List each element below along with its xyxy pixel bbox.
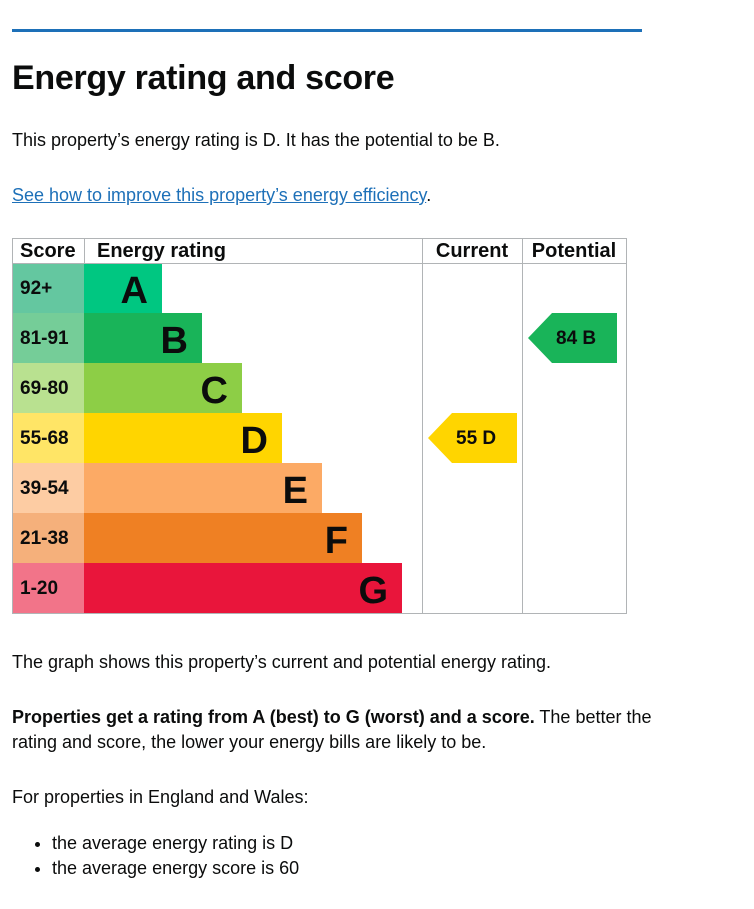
rating-letter-e: E — [283, 470, 308, 512]
score-label-b: 81-91 — [20, 328, 69, 349]
score-cell-a — [12, 263, 84, 313]
rating-bar-e — [84, 463, 322, 513]
rating-bar-c — [84, 363, 242, 413]
averages-list: the average energy rating is D the avera… — [12, 831, 299, 881]
improve-efficiency-link[interactable]: See how to improve this property’s energ… — [12, 185, 427, 205]
score-cell-c — [12, 363, 84, 413]
rating-explanation-bold: Properties get a rating from A (best) to… — [12, 707, 535, 727]
energy-rating-chart: Score Energy rating Current Potential 92+ A 81… — [12, 238, 627, 614]
score-cell-f — [12, 513, 84, 563]
potential-rating-arrow — [528, 313, 617, 363]
score-cell-g — [12, 563, 84, 613]
rating-bar-a — [84, 263, 162, 313]
score-cell-d — [12, 413, 84, 463]
rating-bar-f — [84, 513, 362, 563]
region-intro: For properties in England and Wales: — [12, 787, 309, 807]
rating-bar-b — [84, 313, 202, 363]
rating-letter-f: F — [325, 520, 348, 562]
score-label-e: 39-54 — [20, 478, 69, 499]
score-label-c: 69-80 — [20, 378, 69, 399]
page-title: Energy rating and score — [12, 59, 395, 97]
intro-text: This property’s energy rating is D. It h… — [12, 130, 500, 150]
graph-caption: The graph shows this property’s current … — [12, 652, 551, 672]
header-score: Score — [20, 240, 76, 262]
rating-bar-d — [84, 413, 282, 463]
score-label-g: 1-20 — [20, 578, 58, 599]
link-suffix: . — [426, 185, 432, 205]
rating-letter-a: A — [121, 270, 148, 312]
score-cell-b — [12, 313, 84, 363]
improve-link-paragraph: See how to improve this property’s energ… — [12, 183, 431, 208]
current-rating-arrow — [428, 413, 517, 463]
rating-explanation-rest: The better the rating and score, the low… — [12, 707, 652, 752]
rating-letter-b: B — [161, 320, 188, 362]
header-energy-rating: Energy rating — [97, 240, 226, 262]
rating-letter-d: D — [241, 420, 268, 462]
score-label-a: 92+ — [20, 278, 52, 299]
score-label-f: 21-38 — [20, 528, 69, 549]
header-potential: Potential — [532, 240, 616, 262]
rating-explanation: Properties get a rating from A (best) to… — [12, 705, 652, 755]
score-label-d: 55-68 — [20, 428, 69, 449]
rating-letter-g: G — [358, 570, 388, 612]
section-divider — [12, 29, 642, 32]
header-current: Current — [436, 240, 509, 262]
current-rating-label: 55 D — [456, 428, 496, 449]
table-border — [12, 238, 627, 614]
score-cell-e — [12, 463, 84, 513]
rating-bar-g — [84, 563, 402, 613]
rating-letter-c: C — [201, 370, 228, 412]
list-item-average-score: the average energy score is 60 — [52, 856, 299, 881]
list-item-average-rating: the average energy rating is D — [52, 831, 299, 856]
potential-rating-label: 84 B — [556, 328, 596, 349]
